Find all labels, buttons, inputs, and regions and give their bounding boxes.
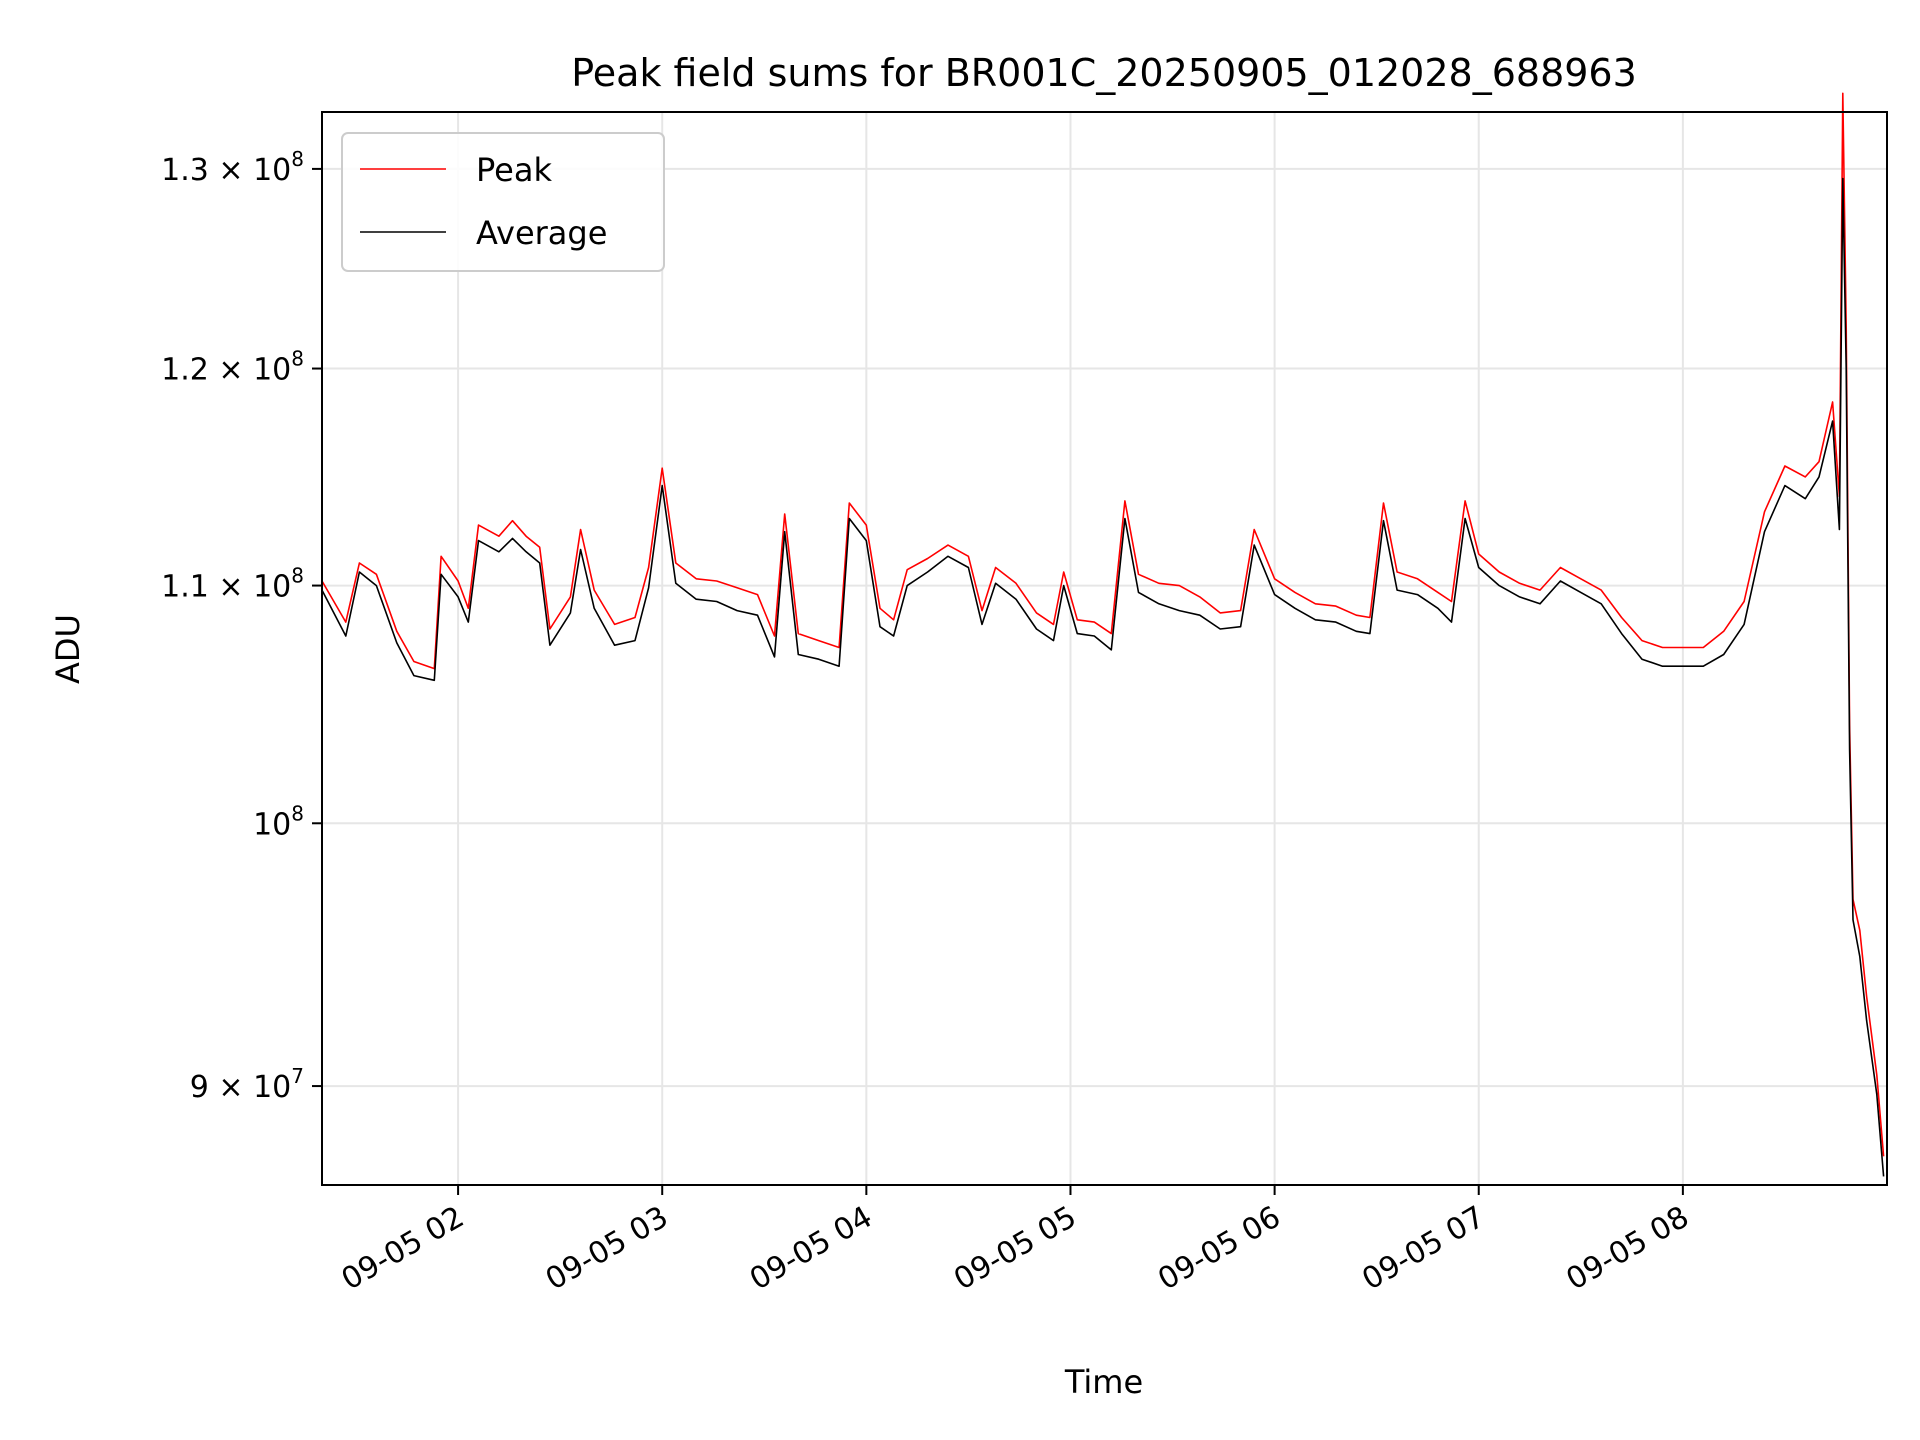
y-tick-exponent: 8 (291, 147, 304, 171)
x-tick-label: 09-05 04 (744, 1200, 878, 1298)
grid (322, 112, 1887, 1185)
series-line-average (321, 177, 1885, 1177)
plot-frame (321, 111, 1888, 1186)
x-axis-ticks: 09-05 02 09-05 03 09-05 04 09-05 05 09-05 06… (336, 1185, 1695, 1297)
x-tick-label: 09-05 07 (1356, 1200, 1490, 1298)
chart-title: Peak field sums for BR001C_20250905_0120… (571, 51, 1637, 95)
y-tick-base: 1.2 × 10 (161, 353, 291, 388)
y-tick-exponent: 8 (291, 564, 304, 588)
legend: Peak Average (341, 132, 665, 272)
y-tick-base: 1.3 × 10 (161, 153, 291, 188)
series-lines (321, 92, 1885, 1177)
y-tick-base: 9 × 10 (190, 1070, 291, 1105)
x-axis-label: Time (1064, 1363, 1143, 1401)
y-tick-label: 108 (253, 801, 304, 842)
x-tick-label: 09-05 03 (540, 1200, 674, 1298)
series-line-peak (321, 92, 1885, 1157)
y-axis-label: ADU (49, 614, 87, 684)
legend-frame (341, 132, 665, 272)
y-tick-exponent: 7 (291, 1064, 304, 1088)
y-tick-label: 1.3 × 108 (161, 147, 304, 188)
y-tick-label: 9 × 107 (190, 1064, 304, 1105)
y-tick-label: 1.2 × 108 (161, 347, 304, 388)
y-tick-base: 1.1 × 10 (161, 570, 291, 605)
y-tick-base: 10 (253, 807, 291, 842)
x-tick-label: 09-05 05 (948, 1200, 1082, 1298)
y-tick-exponent: 8 (291, 801, 304, 825)
x-tick-label: 09-05 02 (336, 1200, 470, 1298)
legend-label-peak: Peak (476, 151, 552, 189)
x-tick-label: 09-05 06 (1152, 1200, 1286, 1298)
legend-label-average: Average (476, 214, 607, 252)
y-tick-exponent: 8 (291, 347, 304, 371)
x-tick-label: 09-05 08 (1561, 1200, 1695, 1298)
y-tick-label: 1.1 × 108 (161, 564, 304, 605)
